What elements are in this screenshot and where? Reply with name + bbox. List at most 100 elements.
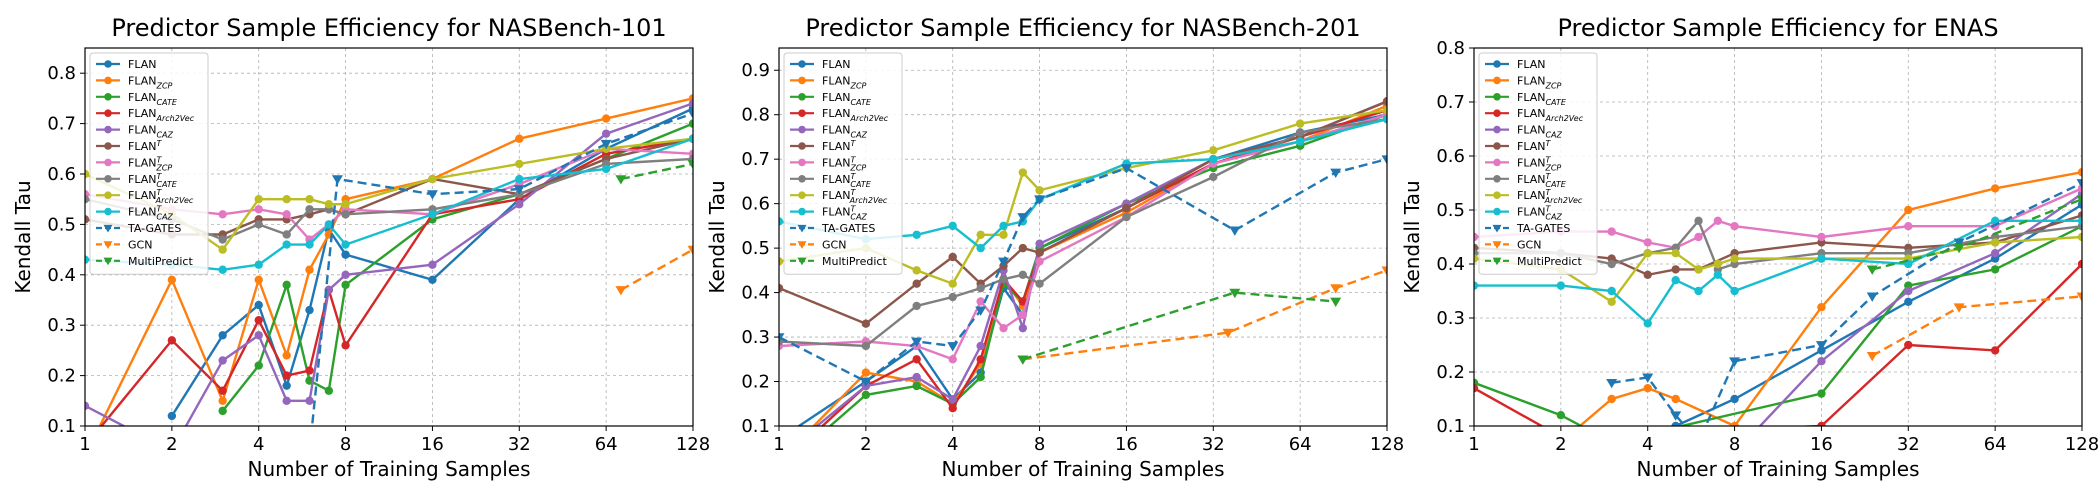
data-point (428, 260, 437, 269)
legend-entry: FLANT Arch2Vec (790, 188, 888, 205)
data-point (601, 164, 611, 174)
data-point (218, 210, 227, 219)
legend-label: FLANArch2Vec (128, 107, 195, 123)
data-point (948, 252, 957, 262)
data-point (218, 396, 227, 405)
x-tick-label: 4 (253, 434, 264, 455)
data-point (254, 315, 263, 325)
legend-entry: FLANCAZ (1485, 124, 1563, 140)
series-flan-t-caz (85, 134, 693, 274)
data-point (254, 300, 263, 310)
data-point (861, 368, 871, 377)
data-point (1990, 346, 2000, 355)
x-tick-label: 32 (1897, 434, 1920, 455)
data-point (1953, 238, 1965, 248)
data-point (254, 195, 263, 204)
data-point (1713, 270, 1723, 279)
data-point (1817, 389, 1826, 398)
data-point (1990, 184, 2000, 193)
legend-marker (1493, 142, 1501, 150)
series-line (620, 248, 693, 291)
data-point (1018, 243, 1028, 253)
data-point (687, 160, 693, 170)
legend-entry: FLANT (96, 139, 162, 153)
legend-marker (104, 207, 112, 216)
data-point (1229, 226, 1241, 236)
x-tick-label: 1 (1468, 434, 1479, 455)
data-point (948, 221, 957, 231)
data-point (1670, 411, 1682, 421)
data-point (976, 372, 985, 382)
data-point (912, 301, 921, 311)
series-line (310, 112, 693, 426)
data-point (1643, 319, 1652, 328)
data-point (2076, 195, 2082, 205)
y-tick-label: 0.3 (47, 315, 76, 336)
series-flan-arch2vec (1474, 259, 2082, 426)
axes-frame (1473, 47, 2083, 427)
data-point (85, 215, 90, 224)
y-tick-label: 0.8 (741, 105, 770, 126)
data-point (1382, 114, 1387, 124)
y-tick-label: 0.1 (47, 416, 76, 437)
x-tick-label: 8 (1034, 434, 1045, 455)
legend-label: FLANT (1517, 139, 1551, 153)
data-point (1607, 286, 1616, 296)
data-point (1904, 222, 1913, 231)
x-tick-label: 32 (508, 434, 531, 455)
data-point (1035, 239, 1044, 248)
data-point (688, 99, 693, 108)
data-point (1953, 303, 1965, 313)
data-point (1671, 394, 1680, 404)
data-point (1381, 155, 1387, 165)
legend-marker (103, 224, 113, 233)
legend-label: FLANT (128, 139, 162, 153)
series-line (85, 137, 693, 252)
data-point (1474, 281, 1479, 290)
data-point (218, 235, 227, 244)
x-tick-label: 16 (1115, 434, 1138, 455)
legend-entry: MultiPredict (790, 255, 887, 268)
data-point (428, 275, 437, 285)
legend-label: FLANCATE (128, 91, 178, 107)
data-point (254, 275, 263, 285)
data-point (341, 210, 350, 219)
x-tick-label: 1 (773, 434, 784, 455)
data-point (948, 355, 957, 364)
y-tick-label: 0.9 (741, 60, 770, 81)
data-point (218, 245, 227, 254)
y-tick-label: 0.7 (47, 114, 76, 135)
data-point (254, 220, 263, 229)
legend-marker (104, 158, 112, 167)
data-point (341, 250, 350, 259)
series-line (779, 113, 1387, 361)
chart-panel-2: 1 2 4 8 16 32 64 128 0.1 0.2 0.3 0.4 0.5 0.6 0.7 0.8 0.9… (705, 14, 1404, 481)
data-point (601, 129, 611, 138)
axes-frame (84, 47, 694, 427)
x-tick-label: 8 (340, 434, 351, 455)
data-point (976, 297, 985, 306)
data-point (779, 217, 784, 226)
y-tick-label: 0.7 (741, 149, 770, 170)
legend-marker (1493, 191, 1501, 199)
data-point (861, 341, 871, 351)
x-axis-label: Number of Training Samples (1636, 457, 1919, 481)
data-point (860, 377, 872, 388)
x-tick-label: 8 (1729, 434, 1740, 455)
data-point (1295, 128, 1305, 137)
data-point (1730, 394, 1739, 404)
legend-entry: MultiPredict (1485, 255, 1582, 268)
data-point (305, 205, 314, 214)
legend-entry: FLANCATE (96, 91, 178, 107)
data-point (1556, 281, 1566, 290)
legend-marker (798, 175, 806, 183)
series-line (1474, 187, 2082, 250)
series-line (1022, 291, 1336, 361)
data-point (1229, 288, 1241, 299)
data-point (1729, 357, 1741, 367)
data-point (1330, 168, 1342, 179)
data-point (324, 386, 334, 395)
data-point (341, 341, 350, 350)
series-line (85, 157, 693, 241)
data-point (1694, 216, 1703, 225)
